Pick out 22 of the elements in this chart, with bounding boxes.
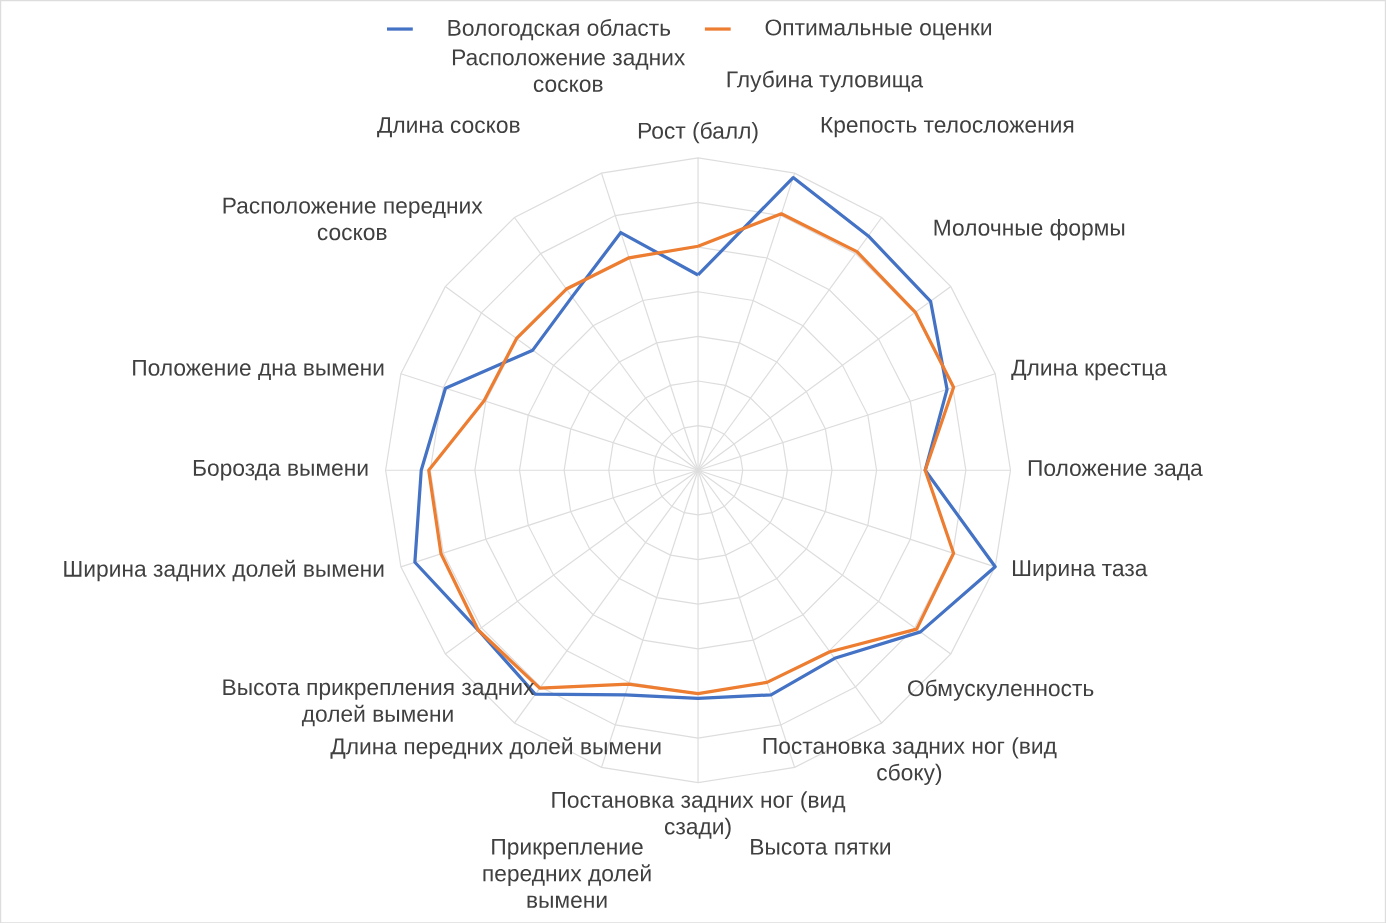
spoke-label: Длина передних долей вымени: [330, 737, 661, 759]
legend-label: Оптимальные оценки: [765, 19, 992, 40]
spoke-label: Постановка задних ног (вид сбоку): [763, 737, 1057, 785]
spoke-label: Высота пятки: [751, 838, 891, 855]
spoke-label: Обмускуленность: [908, 679, 1094, 701]
spoke-label: Положение зада: [1028, 459, 1203, 481]
spoke-label: Крепость телосложения: [821, 116, 1074, 138]
spoke-label: Длина крестца: [1011, 359, 1167, 380]
spoke-label: Ширина таза: [1013, 560, 1148, 581]
spoke-label: Высота прикрепления задних долей вымени: [223, 679, 535, 726]
spoke-label: Расположение передних сосков: [223, 197, 483, 241]
spoke-label: Положение дна вымени: [133, 359, 384, 380]
spoke-label: Длина сосков: [377, 116, 520, 138]
spoke-label: Расположение задних сосков: [452, 49, 686, 92]
spoke-label: Глубина туловища: [727, 70, 924, 92]
spoke-label: Ширина задних долей вымени: [64, 559, 384, 582]
spoke-label: Постановка задних ног (вид сзади): [552, 790, 846, 839]
legend-label: Вологодская область: [448, 18, 671, 41]
spoke-label: Молочные формы: [934, 218, 1125, 241]
spoke-label: Прикрепление передних долей вымени: [483, 838, 651, 908]
spoke-label: Рост (балл): [638, 121, 758, 144]
spoke-label: Борозда вымени: [193, 459, 368, 481]
